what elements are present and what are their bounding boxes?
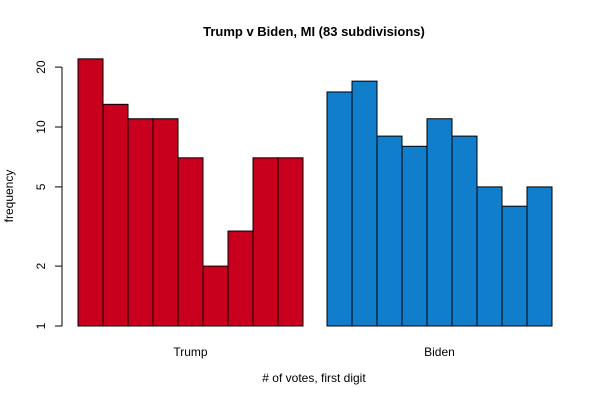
bar-biden-1	[326, 91, 353, 327]
bar-biden-8	[501, 205, 528, 327]
chart-title: Trump v Biden, MI (83 subdivisions)	[203, 24, 425, 39]
group-label-biden: Biden	[424, 345, 455, 359]
bar-biden-7	[476, 186, 503, 327]
y-tick-label-2: 2	[34, 262, 48, 269]
y-axis-label: frequency	[2, 170, 16, 223]
bar-trump-3	[127, 118, 154, 327]
bar-trump-4	[152, 118, 179, 327]
bar-trump-1	[77, 58, 104, 327]
x-axis-label: # of votes, first digit	[262, 371, 366, 385]
bar-biden-2	[351, 80, 378, 327]
bar-biden-6	[451, 135, 478, 327]
bar-trump-6	[202, 265, 229, 327]
bars-group	[77, 58, 553, 327]
y-tick-label-10: 10	[34, 120, 48, 134]
bar-biden-5	[426, 118, 453, 327]
bar-trump-7	[227, 230, 254, 327]
y-tick-label-1: 1	[34, 322, 48, 329]
y-tick-label-20: 20	[34, 60, 48, 74]
bar-biden-3	[376, 135, 403, 327]
group-label-trump: Trump	[173, 345, 208, 359]
y-axis: 1 2 5 10 20	[34, 60, 63, 329]
bar-trump-8	[252, 157, 279, 327]
bar-biden-9	[526, 186, 553, 327]
group-labels: Trump Biden	[173, 345, 454, 359]
bar-trump-2	[102, 103, 129, 327]
bar-trump-5	[177, 157, 204, 327]
bar-trump-9	[277, 157, 304, 327]
bar-biden-4	[401, 145, 428, 327]
y-tick-label-5: 5	[34, 183, 48, 190]
